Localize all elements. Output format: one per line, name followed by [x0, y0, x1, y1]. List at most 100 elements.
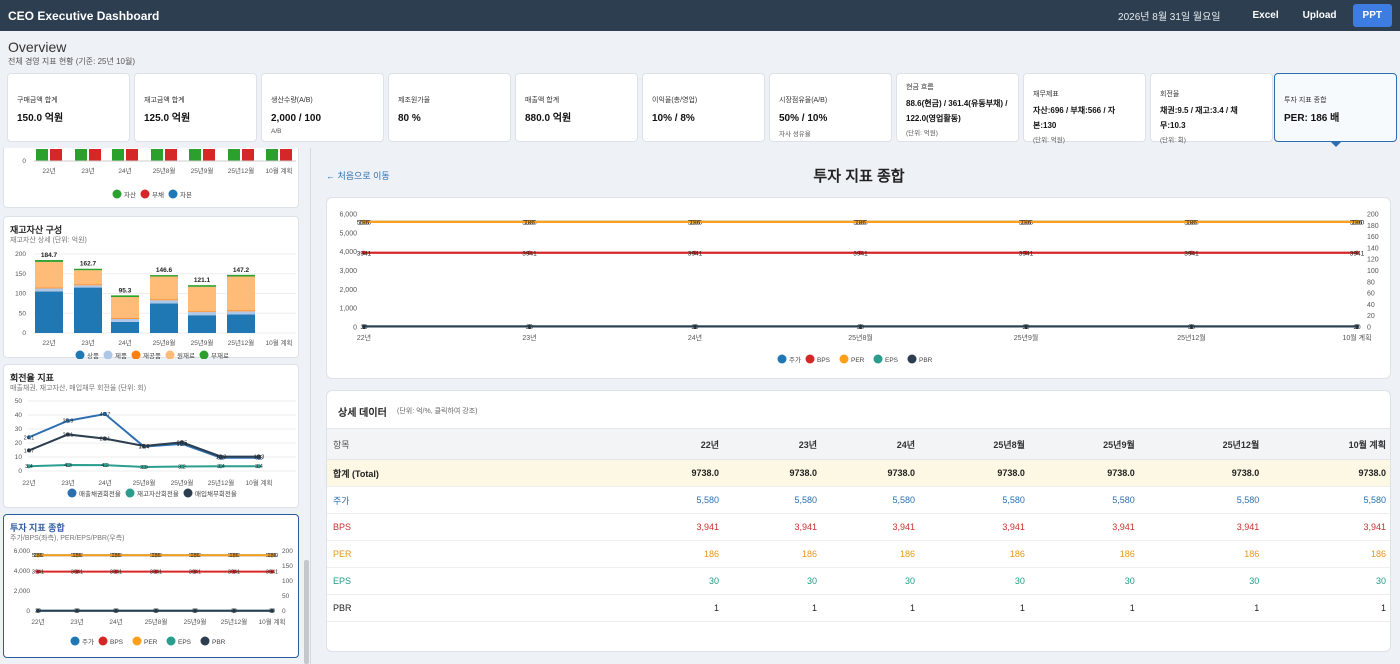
data-point[interactable] — [1024, 324, 1028, 329]
table-row[interactable]: 주가 5,580 5,580 5,580 5,580 5,580 5,580 5,580 — [327, 486, 1390, 514]
bar-segment[interactable] — [150, 299, 178, 301]
bar-segment[interactable] — [35, 260, 63, 262]
table-row[interactable]: PER 186 186 186 186 186 186 186 — [327, 540, 1390, 568]
bar-segment[interactable] — [188, 315, 216, 333]
bar-segment[interactable] — [188, 285, 216, 287]
bar[interactable] — [126, 149, 138, 162]
legend-item[interactable]: PER — [839, 354, 865, 365]
data-point[interactable] — [270, 608, 274, 613]
data-point[interactable] — [527, 250, 532, 255]
kpi-card[interactable]: 재고금액 합계 125.0 억원 — [134, 73, 257, 142]
data-point[interactable] — [66, 418, 70, 423]
legend-item[interactable]: BPS — [98, 636, 124, 647]
bar-segment[interactable] — [111, 295, 139, 298]
upload-button[interactable]: Upload — [1302, 10, 1337, 21]
data-point[interactable] — [142, 443, 146, 448]
bar-segment[interactable] — [35, 288, 63, 292]
legend-item[interactable]: 자본 — [168, 189, 192, 200]
data-point[interactable] — [180, 440, 184, 445]
turnover-card[interactable]: 회전율 지표 매출채권, 재고자산, 매입채무 회전율 (단위: 회) 0 10 2… — [3, 364, 299, 508]
data-point[interactable] — [219, 454, 223, 459]
data-point[interactable] — [232, 608, 236, 613]
legend-item[interactable]: 재공품 — [131, 350, 161, 360]
kpi-card[interactable]: 재무제표 자산:696 / 부채:566 / 자본:130 (단위: 억원) — [1023, 73, 1146, 144]
data-point[interactable] — [257, 454, 261, 459]
legend-item[interactable]: 매입채무회전율 — [183, 488, 237, 499]
legend-item[interactable]: EPS — [873, 354, 899, 365]
bar[interactable] — [112, 149, 124, 162]
table-row[interactable]: PBR 1 1 1 1 1 1 1 — [327, 594, 1390, 622]
bar-segment[interactable] — [35, 287, 63, 289]
left-scrollbar[interactable] — [304, 560, 309, 664]
data-point[interactable] — [858, 324, 863, 329]
bar-segment[interactable] — [227, 276, 255, 311]
data-point[interactable] — [27, 464, 31, 469]
legend-item[interactable]: 매출채권회전율 — [67, 488, 121, 499]
bar-segment[interactable] — [227, 274, 255, 277]
data-point[interactable] — [142, 464, 146, 469]
kpi-card[interactable]: 구매금액 합계 150.0 억원 — [7, 73, 130, 142]
data-point[interactable] — [114, 608, 118, 613]
data-point[interactable] — [75, 569, 79, 574]
legend-item[interactable]: EPS — [166, 636, 192, 647]
bar[interactable] — [203, 149, 215, 162]
ppt-button[interactable]: PPT — [1352, 4, 1392, 27]
legend-item[interactable]: 부재료 — [199, 350, 229, 360]
bar-segment[interactable] — [35, 291, 63, 333]
bar-segment[interactable] — [111, 297, 139, 318]
legend-item[interactable]: BPS — [805, 354, 831, 365]
bar-segment[interactable] — [111, 317, 139, 319]
data-point[interactable] — [75, 608, 79, 613]
kpi-card[interactable]: 이익율(총/영업) 10% / 8% — [642, 73, 765, 142]
data-point[interactable] — [193, 569, 197, 574]
bar-segment[interactable] — [188, 312, 216, 316]
legend-item[interactable]: 원재료 — [165, 350, 195, 360]
bar-segment[interactable] — [74, 287, 102, 333]
bar-segment[interactable] — [150, 300, 178, 304]
bar-segment[interactable] — [227, 314, 255, 333]
kpi-card[interactable]: 현금 흐름 88.6(현금) / 361.4(유동부채) / 122.0(영업활동… — [896, 73, 1019, 142]
bar[interactable] — [50, 149, 62, 162]
legend-item[interactable]: 재고자산회전율 — [125, 488, 179, 499]
bar-segment[interactable] — [150, 276, 178, 300]
table-row[interactable]: EPS 30 30 30 30 30 30 30 — [327, 567, 1390, 595]
data-point[interactable] — [1024, 219, 1028, 224]
data-point[interactable] — [103, 412, 107, 417]
data-point[interactable] — [527, 219, 532, 224]
bar-segment[interactable] — [74, 285, 102, 288]
table-row[interactable]: BPS 3,941 3,941 3,941 3,941 3,941 3,941 3,941 — [327, 513, 1390, 541]
data-point[interactable] — [154, 553, 158, 558]
table-row[interactable]: 합계 (Total) 9738.0 9738.0 9738.0 9738.0 9738.0… — [327, 459, 1390, 487]
bar-segment[interactable] — [188, 311, 216, 313]
data-point[interactable] — [75, 553, 79, 558]
legend-item[interactable]: 주가 — [70, 636, 94, 647]
data-point[interactable] — [362, 219, 366, 224]
data-point[interactable] — [362, 250, 366, 255]
inventory-card[interactable]: 재고자산 구성 재고자산 상세 (단위: 억원) 0 50 100 150 200 184… — [3, 216, 299, 360]
data-point[interactable] — [36, 553, 40, 558]
legend-item[interactable]: 부채 — [140, 189, 164, 200]
data-point[interactable] — [36, 569, 40, 574]
data-point[interactable] — [693, 324, 697, 329]
legend-item[interactable]: 제품 — [103, 350, 127, 360]
data-point[interactable] — [232, 553, 236, 558]
data-point[interactable] — [693, 250, 697, 255]
data-point[interactable] — [114, 553, 118, 558]
data-point[interactable] — [257, 464, 261, 469]
kpi-card[interactable]: 회전율 채권:9.5 / 재고:3.4 / 채무:10.3 (단위: 회) — [1150, 73, 1273, 144]
data-point[interactable] — [219, 464, 223, 469]
data-point[interactable] — [858, 219, 863, 224]
bar-segment[interactable] — [111, 321, 139, 333]
excel-button[interactable]: Excel — [1252, 10, 1279, 21]
bar-segment[interactable] — [150, 303, 178, 333]
data-point[interactable] — [114, 569, 118, 574]
data-point[interactable] — [103, 463, 107, 468]
kpi-card[interactable]: 제조원가율 80 % — [388, 73, 511, 142]
legend-item[interactable]: PER — [132, 636, 158, 647]
legend-item[interactable]: 주가 — [777, 354, 801, 365]
bar-segment[interactable] — [35, 261, 63, 288]
legend-item[interactable]: PBR — [200, 636, 226, 647]
kpi-card[interactable]: 생산수량(A/B) 2,000 / 100 A/B — [261, 73, 384, 142]
data-point[interactable] — [66, 462, 70, 467]
data-point[interactable] — [1024, 250, 1028, 255]
